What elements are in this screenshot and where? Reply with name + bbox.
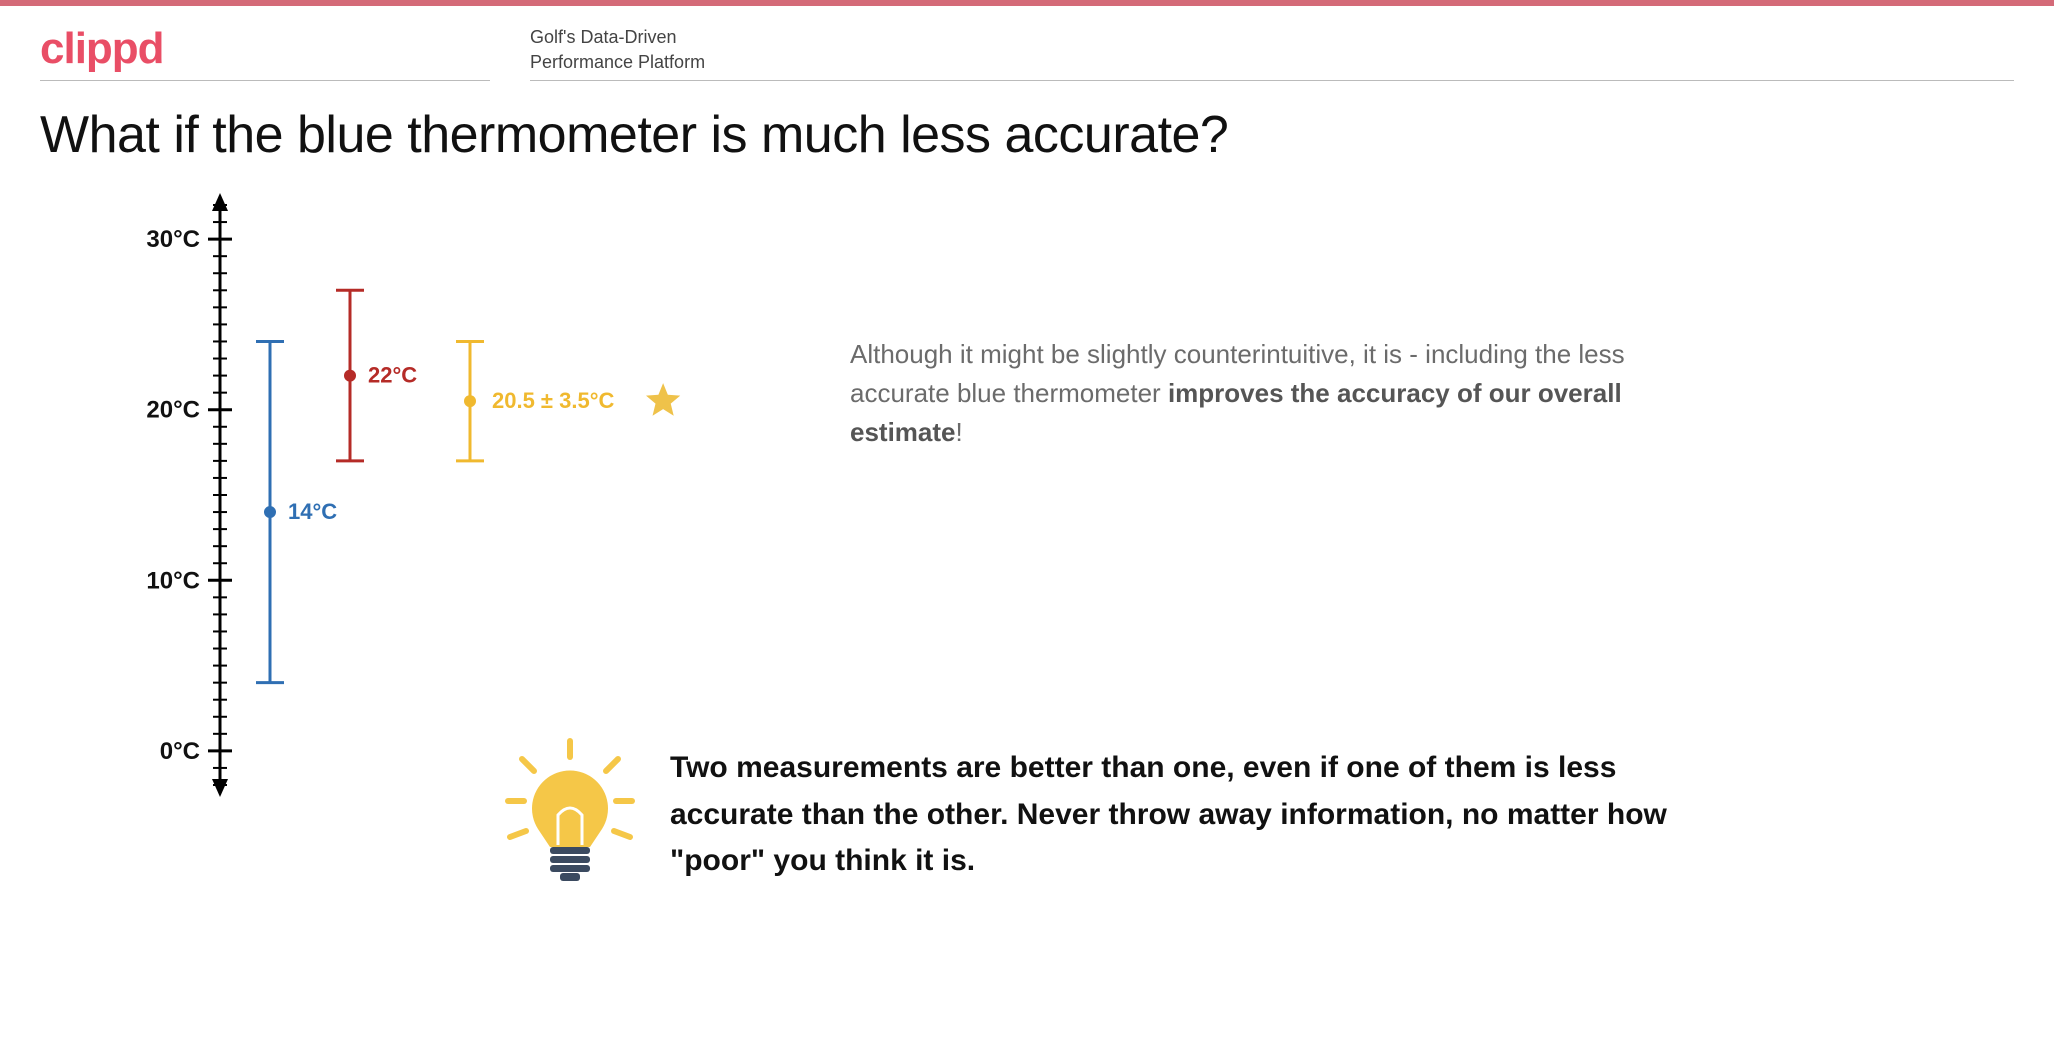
series-label-yellow: 20.5 ± 3.5°C [492, 388, 614, 413]
tagline-line1: Golf's Data-Driven [530, 27, 676, 47]
tagline-line2: Performance Platform [530, 52, 705, 72]
star-icon [646, 383, 680, 416]
explanation-text: Although it might be slightly counterint… [850, 335, 1630, 452]
brand-logo: clippd [40, 24, 490, 81]
lightbulb-icon [500, 735, 640, 895]
content-area: 0°C 10°C 20°C 30°C 14°C 22°C 20.5 ± 3.5°C Alth… [0, 175, 2054, 860]
svg-text:30°C: 30°C [146, 226, 200, 253]
explain-post: ! [956, 417, 963, 447]
takeaway-row: Two measurements are better than one, ev… [500, 735, 1800, 895]
header: clippd Golf's Data-Driven Performance Pl… [0, 6, 2054, 81]
tagline: Golf's Data-Driven Performance Platform [530, 25, 2014, 81]
svg-text:10°C: 10°C [146, 567, 200, 594]
series-label-red: 22°C [368, 363, 417, 388]
series-label-blue: 14°C [288, 499, 337, 524]
svg-text:20°C: 20°C [146, 397, 200, 424]
takeaway-text: Two measurements are better than one, ev… [670, 745, 1670, 885]
thermometer-chart: 0°C 10°C 20°C 30°C 14°C 22°C 20.5 ± 3.5°C [120, 185, 820, 830]
svg-text:0°C: 0°C [160, 738, 200, 765]
page-title: What if the blue thermometer is much les… [0, 81, 2054, 175]
chart-svg: 0°C 10°C 20°C 30°C 14°C 22°C 20.5 ± 3.5°C [120, 185, 820, 825]
